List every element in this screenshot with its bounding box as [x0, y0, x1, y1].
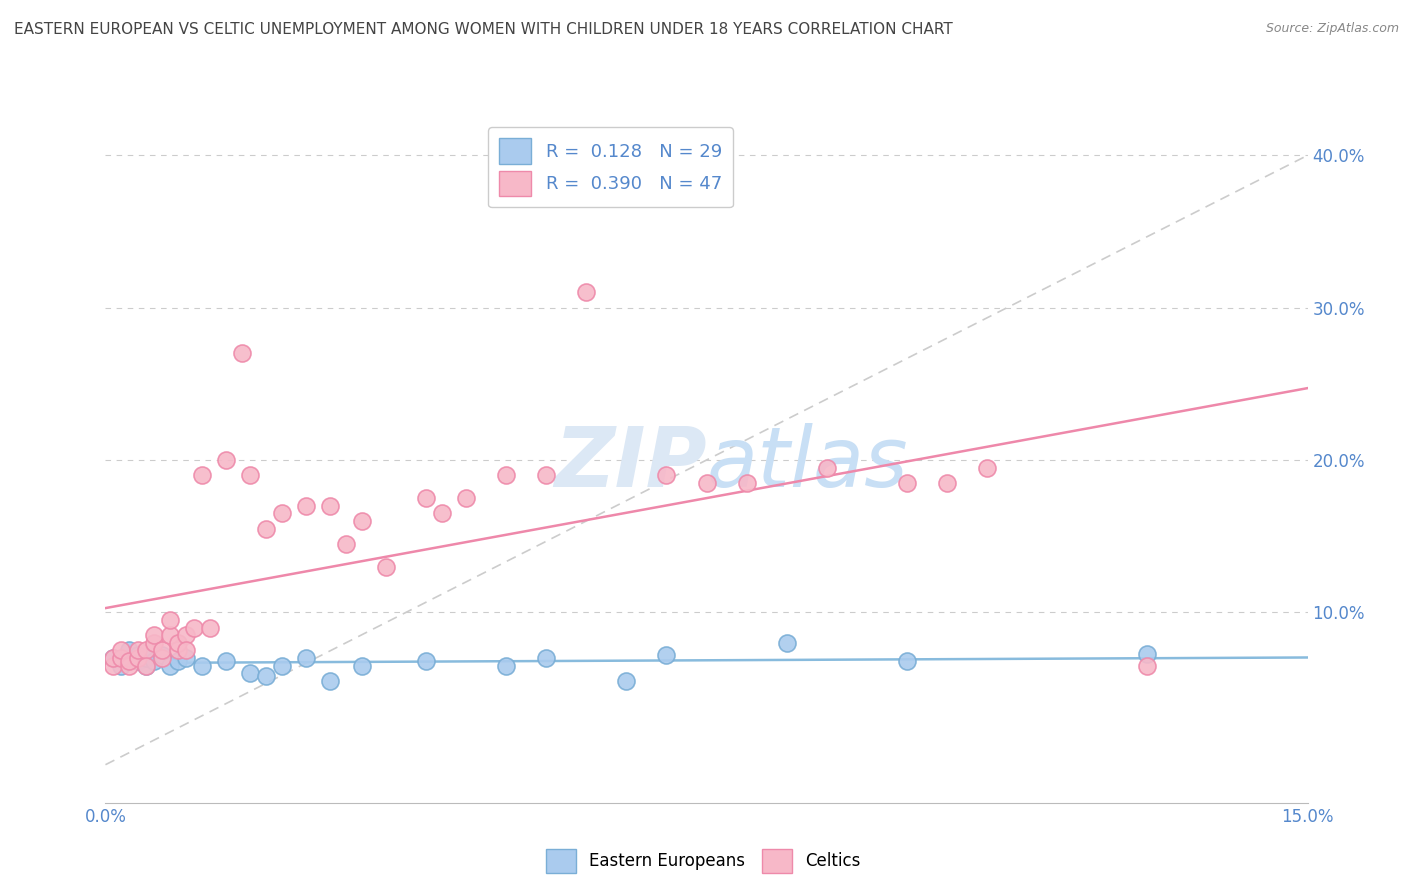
Point [350, 514, 373, 528]
Point [655, 648, 678, 662]
Point [166, 643, 188, 657]
Point [350, 658, 373, 673]
Point [735, 475, 758, 490]
Point [936, 475, 959, 490]
Point [142, 654, 165, 668]
Point [896, 475, 918, 490]
Point [118, 658, 141, 673]
Point [655, 468, 678, 483]
Point [616, 673, 638, 688]
Point [815, 460, 838, 475]
Point [239, 468, 262, 483]
Point [159, 658, 181, 673]
Point [127, 643, 149, 657]
Point [118, 651, 141, 665]
Text: Source: ZipAtlas.com: Source: ZipAtlas.com [1265, 22, 1399, 36]
Point [319, 673, 342, 688]
Point [270, 658, 292, 673]
Point [415, 654, 437, 668]
Point [103, 658, 125, 673]
Point [142, 628, 165, 642]
Point [214, 654, 236, 668]
Point [1136, 647, 1159, 661]
Point [142, 636, 165, 650]
Point [254, 669, 277, 683]
Point [127, 648, 149, 662]
Point [415, 491, 437, 505]
Point [239, 666, 262, 681]
Text: EASTERN EUROPEAN VS CELTIC UNEMPLOYMENT AMONG WOMEN WITH CHILDREN UNDER 18 YEARS: EASTERN EUROPEAN VS CELTIC UNEMPLOYMENT … [14, 22, 953, 37]
Point [127, 654, 149, 668]
Point [135, 658, 157, 673]
Point [430, 507, 453, 521]
Point [174, 651, 197, 665]
Point [214, 453, 236, 467]
Point [103, 651, 125, 665]
Point [374, 559, 398, 574]
Point [166, 654, 188, 668]
Point [295, 651, 318, 665]
Point [190, 468, 212, 483]
Point [896, 654, 918, 668]
Point [495, 658, 517, 673]
Point [110, 643, 132, 657]
Point [198, 621, 221, 635]
Point [534, 651, 557, 665]
Point [534, 468, 557, 483]
Point [110, 651, 132, 665]
Point [319, 499, 342, 513]
Point [1136, 658, 1159, 673]
Point [103, 651, 125, 665]
Point [135, 658, 157, 673]
Legend: Eastern Europeans, Celtics: Eastern Europeans, Celtics [538, 842, 868, 880]
Point [190, 658, 212, 673]
Point [118, 643, 141, 657]
Point [110, 658, 132, 673]
Point [776, 636, 799, 650]
Point [976, 460, 998, 475]
Point [150, 643, 173, 657]
Point [159, 628, 181, 642]
Point [174, 628, 197, 642]
Point [254, 522, 277, 536]
Point [174, 643, 197, 657]
Point [495, 468, 517, 483]
Point [270, 507, 292, 521]
Point [118, 654, 141, 668]
Point [166, 636, 188, 650]
Point [135, 651, 157, 665]
Point [696, 475, 718, 490]
Point [150, 648, 173, 662]
Point [231, 346, 253, 360]
Point [454, 491, 477, 505]
Point [150, 651, 173, 665]
Point [135, 643, 157, 657]
Text: ZIP: ZIP [554, 424, 707, 504]
Point [575, 285, 598, 300]
Point [335, 537, 357, 551]
Point [183, 621, 205, 635]
Point [127, 651, 149, 665]
Point [295, 499, 318, 513]
Legend: R =  0.128   N = 29, R =  0.390   N = 47: R = 0.128 N = 29, R = 0.390 N = 47 [488, 128, 733, 207]
Text: atlas: atlas [707, 424, 908, 504]
Point [159, 613, 181, 627]
